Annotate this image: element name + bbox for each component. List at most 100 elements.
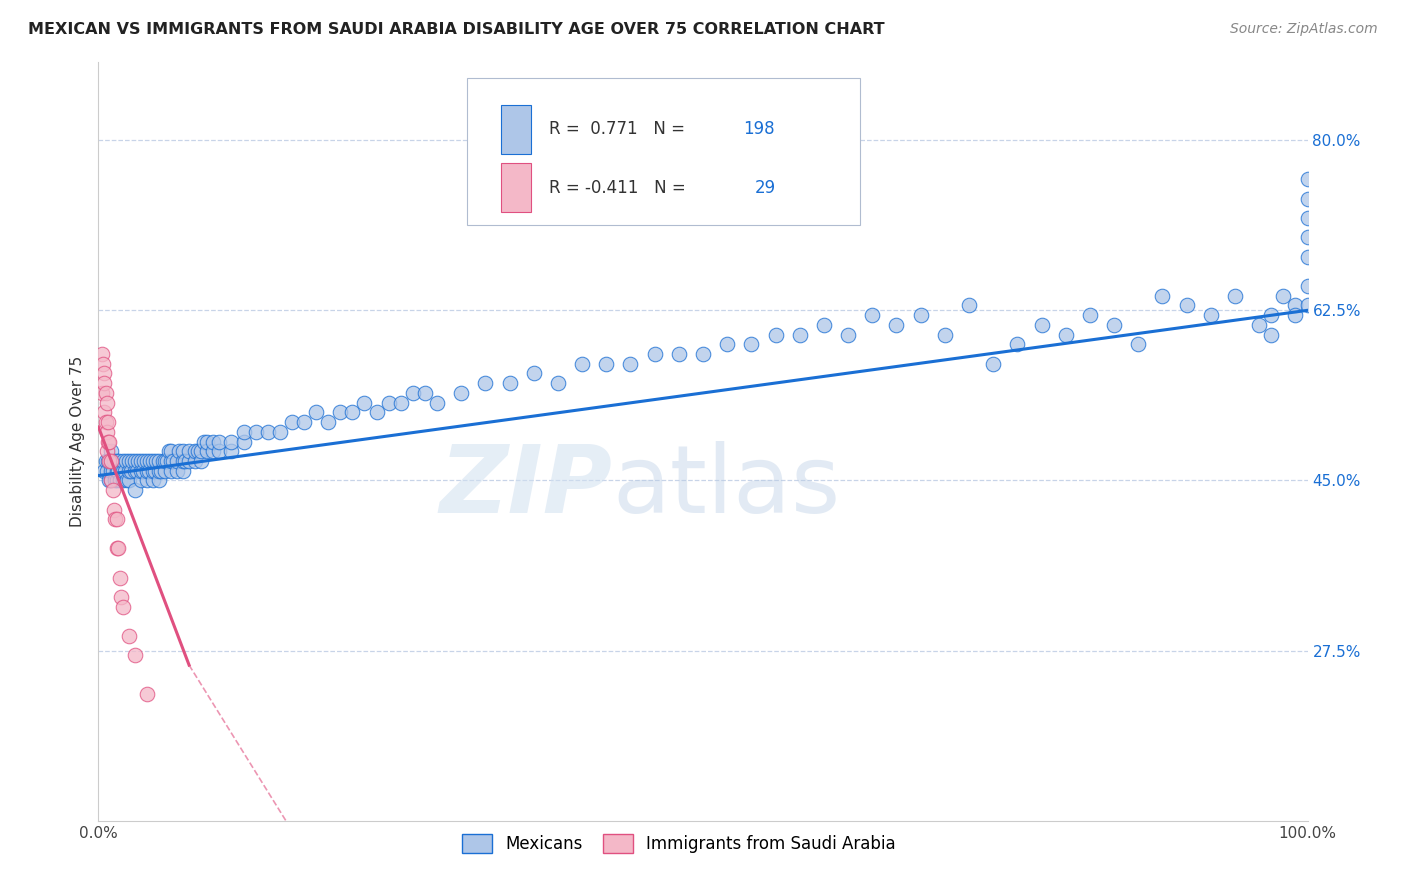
- Point: [366, 405, 388, 419]
- Point: [118, 629, 141, 643]
- Point: [114, 464, 136, 478]
- Point: [644, 347, 666, 361]
- Text: Source: ZipAtlas.com: Source: ZipAtlas.com: [1230, 22, 1378, 37]
- Point: [221, 434, 243, 449]
- Point: [105, 541, 128, 556]
- Point: [860, 308, 883, 322]
- Point: [105, 464, 128, 478]
- Point: [166, 464, 188, 478]
- Point: [450, 386, 472, 401]
- Point: [134, 454, 156, 468]
- Point: [184, 444, 207, 458]
- Text: MEXICAN VS IMMIGRANTS FROM SAUDI ARABIA DISABILITY AGE OVER 75 CORRELATION CHART: MEXICAN VS IMMIGRANTS FROM SAUDI ARABIA …: [28, 22, 884, 37]
- Point: [957, 298, 980, 312]
- Point: [115, 454, 138, 468]
- Point: [1272, 289, 1295, 303]
- Point: [329, 405, 352, 419]
- Point: [105, 474, 128, 488]
- Point: [305, 405, 328, 419]
- Point: [208, 444, 231, 458]
- Point: [101, 464, 124, 478]
- Point: [98, 474, 121, 488]
- Point: [111, 599, 134, 614]
- Point: [1284, 308, 1306, 322]
- Point: [111, 454, 134, 468]
- Point: [135, 687, 157, 701]
- Point: [187, 444, 209, 458]
- Point: [269, 425, 291, 439]
- Point: [1296, 172, 1319, 186]
- Point: [94, 386, 117, 401]
- Point: [148, 464, 170, 478]
- Point: [118, 464, 141, 478]
- Point: [91, 357, 114, 371]
- Point: [157, 444, 180, 458]
- Point: [1260, 327, 1282, 342]
- Point: [595, 357, 617, 371]
- Point: [153, 464, 176, 478]
- Point: [96, 464, 118, 478]
- Point: [93, 376, 115, 391]
- Text: ZIP: ZIP: [440, 441, 613, 533]
- Point: [139, 454, 162, 468]
- Point: [281, 415, 304, 429]
- Point: [910, 308, 932, 322]
- Point: [96, 444, 118, 458]
- Point: [94, 454, 117, 468]
- Point: [117, 474, 139, 488]
- Point: [1296, 211, 1319, 225]
- Point: [120, 464, 142, 478]
- Point: [1031, 318, 1053, 332]
- Point: [129, 464, 152, 478]
- Point: [172, 464, 194, 478]
- Point: [97, 415, 120, 429]
- Point: [100, 474, 122, 488]
- Y-axis label: Disability Age Over 75: Disability Age Over 75: [69, 356, 84, 527]
- Point: [179, 454, 201, 468]
- Text: 29: 29: [755, 178, 776, 196]
- Point: [174, 454, 197, 468]
- Point: [98, 454, 121, 468]
- Point: [153, 454, 176, 468]
- Point: [110, 464, 132, 478]
- Point: [172, 444, 194, 458]
- Bar: [501, 163, 531, 212]
- Point: [98, 434, 121, 449]
- Point: [143, 464, 166, 478]
- Point: [129, 474, 152, 488]
- Point: [547, 376, 569, 391]
- Point: [1296, 230, 1319, 244]
- Point: [245, 425, 267, 439]
- Point: [100, 464, 122, 478]
- Point: [523, 367, 546, 381]
- Point: [97, 434, 120, 449]
- Point: [142, 454, 165, 468]
- Point: [96, 395, 118, 409]
- Point: [202, 434, 225, 449]
- Point: [413, 386, 436, 401]
- Point: [93, 367, 115, 381]
- Point: [124, 454, 146, 468]
- Point: [232, 434, 254, 449]
- Point: [145, 454, 167, 468]
- Point: [152, 454, 174, 468]
- Point: [107, 464, 129, 478]
- Point: [166, 454, 188, 468]
- Point: [121, 454, 143, 468]
- Point: [172, 454, 194, 468]
- Text: atlas: atlas: [613, 441, 841, 533]
- Point: [377, 395, 399, 409]
- Point: [1223, 289, 1246, 303]
- Point: [1296, 279, 1319, 293]
- Point: [1284, 298, 1306, 312]
- Point: [837, 327, 859, 342]
- Point: [474, 376, 496, 391]
- FancyBboxPatch shape: [467, 78, 860, 226]
- Point: [148, 474, 170, 488]
- Point: [195, 434, 218, 449]
- Legend: Mexicans, Immigrants from Saudi Arabia: Mexicans, Immigrants from Saudi Arabia: [454, 826, 904, 862]
- Point: [1102, 318, 1125, 332]
- Point: [389, 395, 412, 409]
- Point: [353, 395, 375, 409]
- Point: [132, 464, 155, 478]
